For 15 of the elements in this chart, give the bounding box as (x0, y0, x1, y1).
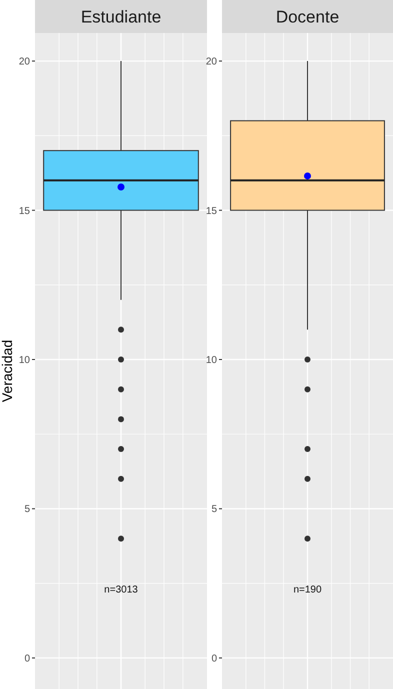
annotation: n=190 (293, 584, 322, 596)
y-tick-label: 5 (211, 504, 218, 516)
y-tick-label: 0 (24, 653, 30, 664)
annotation: n=3013 (104, 584, 138, 596)
y-tick-label: 5 (24, 504, 30, 516)
chart-title: Estudiante (80, 7, 162, 26)
y-tick-label: 10 (18, 355, 30, 366)
chart-title: Docente (276, 7, 340, 26)
y-tick-label: 10 (206, 355, 218, 366)
y-tick-label: 15 (18, 206, 30, 217)
y-tick-label: 20 (18, 56, 30, 68)
y-axis-title: Veracidad (0, 340, 15, 402)
y-tick-label: 20 (206, 56, 218, 68)
y-tick-label: 15 (206, 206, 218, 217)
y-tick-label: 0 (211, 653, 218, 664)
